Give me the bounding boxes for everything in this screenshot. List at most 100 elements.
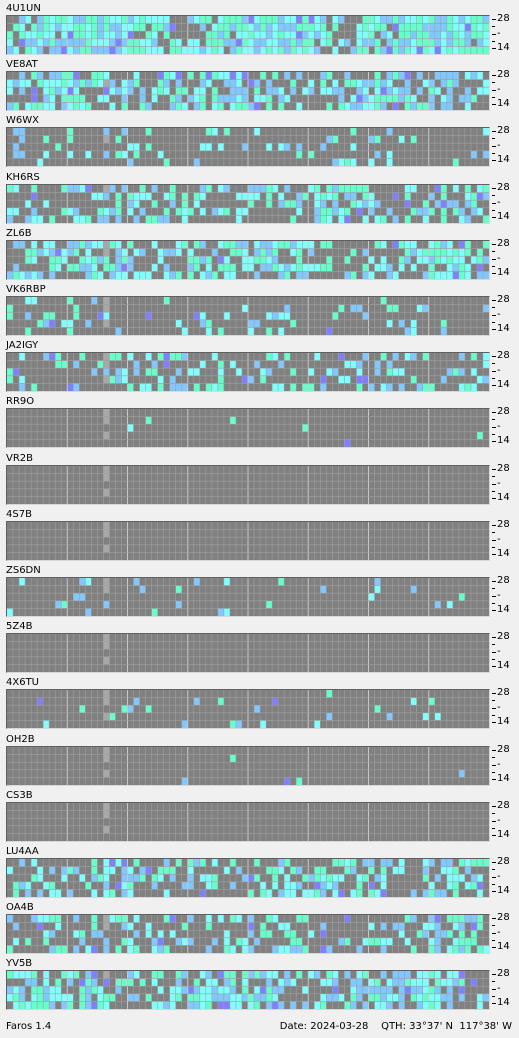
signal-cell — [374, 585, 381, 594]
signal-cell — [302, 874, 309, 882]
signal-cell — [422, 271, 429, 279]
signal-cell — [254, 102, 261, 111]
signal-cell — [320, 585, 327, 594]
signal-cell — [278, 23, 285, 32]
signal-cell — [175, 368, 182, 376]
signal-cell — [19, 994, 26, 1002]
signal-cell — [440, 199, 447, 208]
signal-cell — [235, 23, 242, 32]
signal-cell — [434, 874, 441, 882]
signal-cell — [37, 23, 44, 32]
signal-cell — [278, 859, 285, 867]
signal-cell — [410, 16, 417, 24]
signal-cell — [157, 23, 164, 32]
signal-cell — [217, 608, 224, 616]
signal-cell — [452, 945, 459, 954]
signal-cell — [332, 986, 339, 995]
signal-cell — [380, 94, 387, 103]
signal-cell — [49, 16, 56, 24]
scale-tick — [492, 820, 496, 822]
signal-cell — [356, 184, 363, 193]
signal-cell — [344, 214, 351, 223]
signal-cell — [476, 23, 483, 32]
scale-minor-tick — [492, 26, 495, 27]
signal-cell — [410, 184, 417, 193]
signal-cell — [404, 23, 411, 32]
signal-cell — [446, 79, 453, 88]
signal-cell — [428, 79, 435, 88]
signal-cell — [211, 383, 218, 392]
signal-cell — [205, 46, 212, 54]
signal-cell — [169, 866, 176, 875]
signal-cell — [296, 971, 303, 979]
signal-cell — [241, 87, 248, 95]
signal-cell — [193, 16, 200, 24]
signal-cell — [458, 945, 465, 954]
signal-cell — [272, 255, 279, 264]
signal-cell — [175, 94, 182, 103]
signal-cell — [205, 994, 212, 1002]
signal-cell — [103, 46, 110, 54]
signal-cell — [350, 46, 357, 54]
signal-cell — [452, 199, 459, 208]
signal-cell — [422, 859, 429, 867]
signal-cell — [223, 930, 230, 938]
signal-cell — [43, 199, 50, 208]
signal-cell — [254, 31, 261, 39]
signal-cell — [13, 368, 20, 376]
scale-minor-tick — [492, 82, 495, 84]
signal-cell — [13, 79, 20, 88]
signal-cell — [344, 184, 351, 193]
signal-cell — [205, 383, 212, 392]
signal-cell — [296, 102, 303, 111]
band-scale: 28-14 — [492, 688, 519, 729]
signal-cell — [320, 881, 327, 890]
scale-minor-tick — [492, 996, 495, 998]
signal-cell — [73, 915, 80, 923]
signal-cell — [31, 87, 38, 95]
propagation-grid — [6, 352, 490, 393]
signal-cell — [458, 986, 465, 995]
signal-cell — [290, 263, 297, 272]
signal-cell — [19, 986, 26, 995]
signal-cell — [157, 375, 164, 384]
signal-cell — [181, 937, 188, 946]
signal-cell — [350, 978, 357, 987]
signal-cell — [398, 263, 405, 272]
signal-cell — [31, 1001, 38, 1010]
signal-cell — [103, 746, 110, 755]
signal-cell — [229, 46, 236, 54]
signal-cell — [452, 915, 459, 923]
signal-cell — [458, 271, 465, 279]
signal-cell — [223, 94, 230, 103]
propagation-grid — [6, 858, 490, 898]
signal-cell — [211, 994, 218, 1002]
band-28-label: 28 — [497, 799, 510, 811]
signal-cell — [344, 207, 351, 215]
signal-cell — [25, 255, 32, 264]
scale-minor-tick — [492, 940, 495, 942]
signal-cell — [31, 102, 38, 111]
band-scale: 28-14 — [492, 913, 519, 954]
signal-cell — [416, 304, 423, 313]
signal-cell — [356, 994, 363, 1002]
signal-cell — [386, 986, 393, 995]
signal-cell — [49, 945, 56, 954]
signal-cell — [464, 192, 471, 200]
signal-cell — [440, 207, 447, 215]
beacon-panel: 4X6TU 28-14 — [0, 675, 519, 731]
signal-cell — [181, 776, 188, 785]
signal-cell — [127, 143, 134, 152]
signal-cell — [416, 248, 423, 256]
signal-cell — [266, 971, 273, 979]
signal-cell — [296, 23, 303, 32]
signal-cell — [103, 922, 110, 931]
signal-cell — [163, 263, 170, 272]
signal-cell — [446, 1001, 453, 1010]
signal-cell — [254, 971, 261, 979]
signal-cell — [211, 128, 218, 136]
signal-cell — [211, 102, 218, 111]
signal-cell — [145, 705, 152, 714]
signal-cell — [320, 889, 327, 897]
signal-cell — [440, 889, 447, 897]
